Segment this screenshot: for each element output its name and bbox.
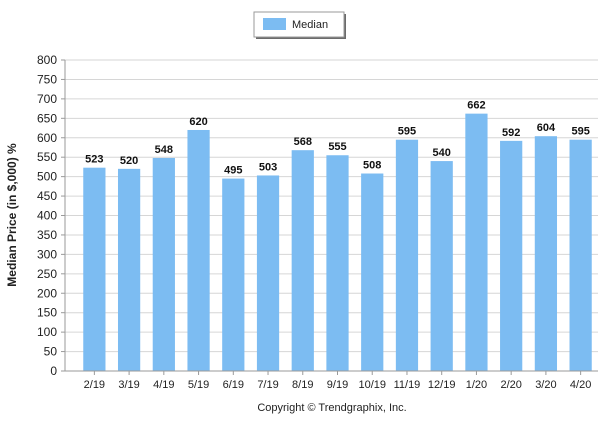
copyright-text: Copyright © Trendgraphix, Inc. — [257, 402, 406, 414]
data-label: 592 — [502, 127, 520, 139]
x-tick-label: 6/19 — [223, 379, 244, 391]
bar-2-19 — [83, 167, 106, 371]
bar-3-19 — [117, 168, 141, 371]
data-label: 595 — [398, 126, 416, 138]
bar-11-19 — [395, 139, 419, 371]
bar-8-19 — [291, 150, 314, 371]
data-label: 662 — [467, 100, 485, 112]
x-tick-label: 1/20 — [466, 379, 487, 391]
bar-10-19 — [361, 173, 384, 371]
y-tick-label: 700 — [37, 92, 57, 106]
bar-7-19 — [256, 175, 280, 371]
data-label: 523 — [85, 154, 103, 166]
data-label: 568 — [294, 136, 312, 148]
x-tick-label: 5/19 — [188, 379, 209, 391]
data-label: 620 — [189, 116, 207, 128]
data-label: 503 — [259, 161, 277, 173]
bar-9-19 — [326, 155, 349, 371]
data-label: 520 — [120, 155, 138, 167]
data-label: 548 — [155, 144, 173, 156]
legend-label: Median — [292, 19, 328, 31]
data-label: 540 — [433, 147, 451, 159]
y-tick-label: 450 — [37, 189, 57, 203]
y-axis-title: Median Price (in $,000) % — [5, 143, 19, 287]
y-axis-ticks: 0 50 100 150 200 250 300 350 400 450 500 550 600 650 7… — [37, 53, 65, 378]
legend-swatch — [263, 18, 286, 30]
x-tick-label: 9/19 — [327, 379, 348, 391]
y-tick-label: 500 — [37, 170, 57, 184]
data-label: 595 — [571, 126, 589, 138]
data-label: 555 — [328, 141, 346, 153]
data-labels: 523 520 548 620 495 503 568 555 508 595 540 662 592 6… — [85, 100, 590, 177]
y-tick-label: 200 — [37, 286, 57, 300]
x-axis-ticks: 2/19 3/19 4/19 5/19 6/19 7/19 8/19 9/19 10/19 11/… — [84, 371, 591, 391]
data-label: 604 — [537, 122, 556, 134]
x-tick-label: 2/20 — [500, 379, 521, 391]
legend: Median — [253, 11, 346, 39]
x-tick-label: 2/19 — [84, 379, 105, 391]
bar-4-20 — [569, 139, 592, 371]
y-tick-label: 300 — [37, 247, 57, 261]
y-tick-label: 400 — [37, 209, 57, 223]
bar-2-20 — [500, 140, 523, 371]
bar-5-19 — [187, 129, 210, 371]
y-tick-label: 650 — [37, 111, 57, 125]
y-tick-label: 150 — [37, 306, 57, 320]
bars — [83, 113, 592, 372]
y-tick-label: 600 — [37, 131, 57, 145]
y-tick-label: 750 — [37, 72, 57, 86]
x-tick-label: 12/19 — [428, 379, 456, 391]
x-tick-label: 10/19 — [358, 379, 386, 391]
bar-12-19 — [430, 161, 453, 371]
y-tick-label: 0 — [50, 364, 57, 378]
y-tick-label: 350 — [37, 228, 57, 242]
y-tick-label: 50 — [44, 345, 58, 359]
data-label: 495 — [224, 165, 242, 177]
x-tick-label: 4/19 — [153, 379, 174, 391]
bar-4-19 — [152, 157, 175, 371]
y-tick-label: 550 — [37, 150, 57, 164]
y-tick-label: 800 — [37, 53, 57, 67]
y-tick-label: 100 — [37, 325, 57, 339]
x-tick-label: 8/19 — [292, 379, 313, 391]
bar-3-20 — [534, 136, 558, 371]
x-tick-label: 7/19 — [257, 379, 278, 391]
x-tick-label: 11/19 — [394, 379, 421, 391]
bar-6-19 — [222, 178, 245, 371]
y-tick-label: 250 — [37, 267, 57, 281]
data-label: 508 — [363, 160, 381, 172]
x-tick-label: 3/20 — [535, 379, 556, 391]
x-tick-label: 3/19 — [118, 379, 139, 391]
x-tick-label: 4/20 — [570, 379, 591, 391]
bar-1-20 — [465, 113, 488, 372]
